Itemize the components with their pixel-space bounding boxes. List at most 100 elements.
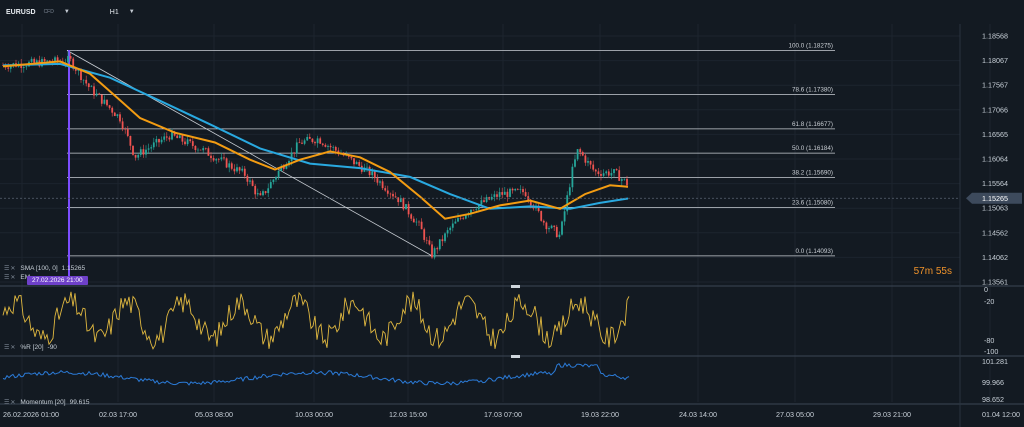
candle-body — [350, 156, 353, 159]
candle-body — [607, 171, 610, 176]
candle-body — [33, 58, 36, 63]
candle-body — [90, 86, 93, 88]
candle-body — [423, 229, 426, 240]
candle-body — [256, 193, 259, 195]
candle-body — [246, 175, 249, 182]
candle-body — [431, 244, 433, 258]
candle-body — [181, 135, 184, 142]
wr-indicator-label[interactable]: ☰✕ %R [20] -90 — [4, 344, 57, 351]
candle-body — [215, 159, 218, 161]
wr-tick-label: -80 — [984, 336, 994, 345]
candle-body — [412, 218, 415, 223]
candle-body — [30, 58, 33, 62]
candle-body — [67, 56, 69, 63]
candle-body — [501, 192, 504, 195]
price-tick-label: 1.13561 — [982, 278, 1008, 287]
candle-body — [85, 79, 88, 84]
candle-body — [610, 173, 613, 176]
candle-body — [392, 193, 394, 197]
candle-body — [95, 93, 98, 96]
sma-indicator-label[interactable]: ☰✕ SMA [100, 0] 1.15265 — [4, 265, 86, 272]
candle-body — [446, 230, 449, 234]
candle-body — [254, 185, 257, 195]
candle-body — [571, 166, 574, 188]
candle-body — [574, 159, 576, 167]
time-tick-label: 17.03 07:00 — [484, 410, 522, 419]
candle-body — [176, 135, 179, 139]
momentum-tick-label: 101.281 — [982, 357, 1008, 366]
settings-icon[interactable]: ☰✕ — [4, 345, 17, 351]
ema-line — [2, 60, 629, 220]
candle-body — [394, 196, 397, 198]
candle-body — [441, 239, 444, 242]
time-tick-label: 24.03 14:00 — [679, 410, 717, 419]
ema-indicator-label[interactable]: ☰✕ EM — [4, 274, 31, 281]
settings-icon[interactable]: ☰✕ — [4, 275, 17, 281]
symbol-name[interactable]: EURUSD — [6, 8, 36, 16]
candle-body — [293, 152, 296, 154]
symbol-suffix: CFD — [43, 9, 54, 15]
sma-value: 1.15265 — [61, 265, 86, 272]
candle-body — [272, 179, 275, 183]
candle-body — [233, 168, 236, 172]
candle-body — [516, 188, 519, 190]
candle-body — [459, 218, 462, 219]
candle-body — [506, 191, 509, 197]
candle-body — [548, 228, 550, 230]
candle-body — [542, 220, 545, 223]
candle-body — [93, 86, 95, 96]
candle-body — [137, 154, 140, 158]
candle-body — [592, 164, 595, 170]
candle-body — [152, 142, 155, 148]
price-tick-label: 1.14062 — [982, 253, 1008, 262]
settings-icon[interactable]: ☰✕ — [4, 266, 17, 272]
candle-body — [100, 94, 103, 104]
candle-body — [158, 139, 160, 143]
candle-body — [306, 136, 309, 141]
wr-line — [2, 291, 630, 350]
wr-tick-label: -20 — [984, 297, 994, 306]
panel-resize-handle — [511, 355, 520, 358]
candle-body — [184, 141, 186, 145]
candle-countdown: 57m 55s — [913, 266, 952, 277]
candle-body — [368, 166, 371, 176]
candle-body — [72, 58, 75, 69]
candle-body — [462, 218, 465, 219]
candle-body — [594, 169, 597, 172]
candle-body — [160, 139, 163, 143]
candle-body — [238, 167, 241, 171]
candle-body — [301, 142, 303, 144]
candle-body — [615, 169, 618, 171]
candle-body — [485, 197, 488, 202]
candle-body — [405, 204, 407, 210]
symbol-chevron-down-icon[interactable]: ▼ — [63, 9, 70, 15]
candle-body — [381, 181, 384, 189]
candle-body — [373, 171, 376, 179]
momentum-indicator-label[interactable]: ☰✕ Momentum [20] 99.615 — [4, 399, 90, 406]
candle-body — [7, 67, 10, 69]
candle-body — [470, 209, 472, 214]
candle-body — [477, 204, 480, 210]
candle-body — [165, 136, 168, 138]
candle-body — [210, 155, 212, 159]
candle-body — [589, 161, 592, 165]
candle-body — [108, 105, 111, 108]
candle-body — [204, 148, 207, 149]
candle-body — [358, 162, 361, 166]
timeframe-label[interactable]: H1 — [109, 8, 119, 16]
settings-icon[interactable]: ☰✕ — [4, 400, 17, 406]
candle-body — [56, 57, 59, 62]
candle-body — [171, 131, 173, 140]
candle-body — [324, 144, 327, 147]
candle-body — [202, 148, 205, 151]
candle-body — [43, 58, 46, 62]
time-tick-label: 10.03 00:00 — [295, 410, 333, 419]
candle-body — [25, 66, 28, 68]
candle-body — [259, 193, 262, 196]
candle-body — [80, 69, 82, 81]
fib-level-label: 23.6 (1.15080) — [792, 199, 833, 206]
candle-body — [264, 191, 267, 194]
timeframe-chevron-down-icon[interactable]: ▼ — [128, 9, 135, 15]
candle-body — [74, 68, 77, 71]
